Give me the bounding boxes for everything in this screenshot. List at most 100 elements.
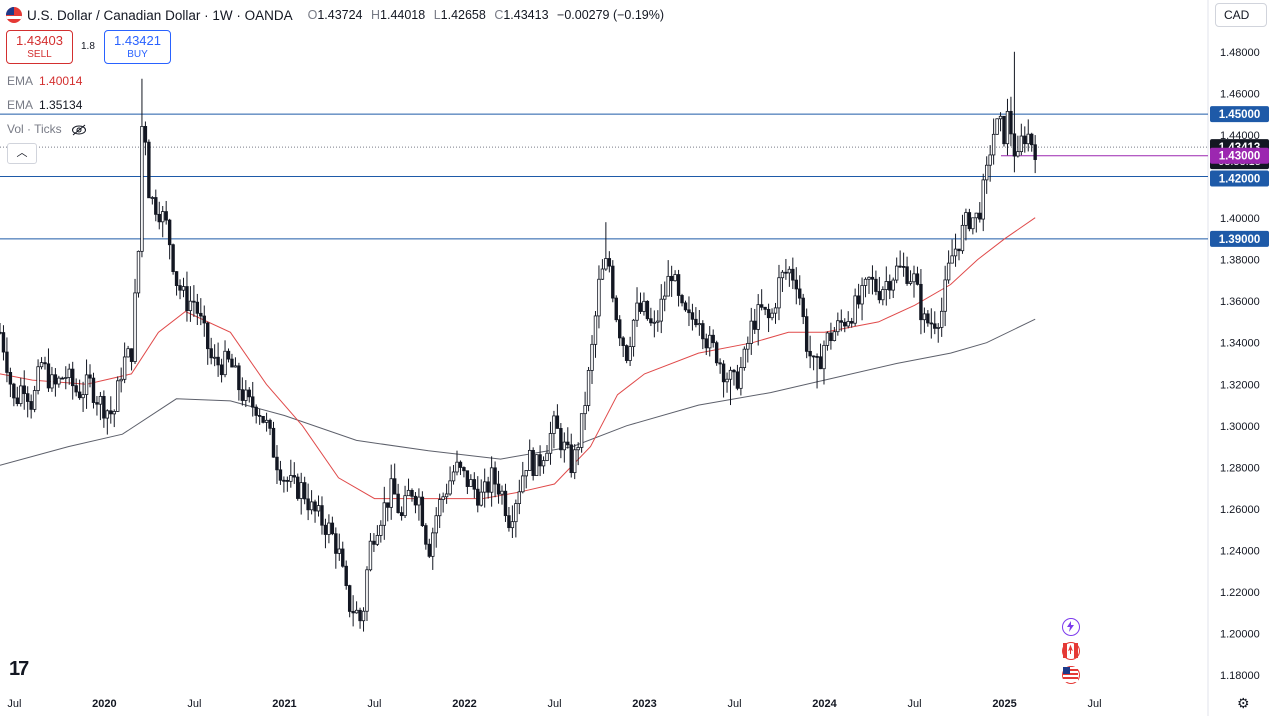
close-value: 1.43413 [503, 8, 549, 22]
candle-body [860, 285, 864, 305]
candle-body [905, 266, 909, 284]
candle-body [379, 524, 383, 536]
candle-body [140, 126, 144, 252]
candle-body [465, 470, 470, 487]
candle-body [801, 297, 805, 318]
candle-body [985, 164, 989, 181]
us-flag-icon[interactable] [1062, 666, 1080, 684]
candle-body [566, 441, 570, 446]
candle-body [714, 342, 719, 364]
y-tick-label: 1.22000 [1220, 587, 1260, 599]
candle-body [756, 304, 760, 330]
sell-button[interactable]: 1.43403 SELL [6, 30, 73, 64]
candle-body [29, 401, 33, 410]
candle-body [825, 332, 830, 346]
candle-body [448, 480, 452, 495]
candle-body [129, 348, 134, 362]
candle-body [586, 370, 591, 406]
candle-body [784, 271, 788, 274]
candle-body [804, 316, 809, 352]
hidden-eye-icon[interactable] [71, 124, 87, 136]
candle-body [264, 419, 269, 423]
candle-body [22, 385, 26, 395]
candle-body [216, 356, 220, 366]
candle-body [933, 323, 937, 329]
candle-body [71, 368, 75, 387]
candle-body [181, 286, 186, 291]
candle-body [964, 212, 968, 226]
y-tick-label: 1.46000 [1220, 88, 1260, 100]
candle-body [739, 367, 743, 389]
ema-legend-1[interactable]: EMA 1.40014 [7, 74, 82, 88]
candle-body [368, 540, 373, 571]
candle-body [687, 309, 691, 314]
hline-price-tag: 1.42000 [1219, 173, 1261, 185]
volume-legend[interactable]: Vol · Ticks [7, 122, 87, 136]
candle-body [766, 308, 771, 319]
candle-body [240, 389, 245, 401]
currency-button[interactable]: CAD [1215, 3, 1267, 27]
x-tick-label: Jul [187, 698, 201, 710]
candle-body [787, 268, 792, 274]
candle-body [1023, 135, 1027, 145]
candle-body [257, 415, 262, 417]
candle-body [891, 279, 895, 291]
symbol-title[interactable]: U.S. Dollar / Canadian Dollar · 1W · OAN… [27, 7, 293, 23]
candle-body [299, 482, 303, 499]
candle-body [659, 298, 663, 322]
candle-body [694, 318, 698, 326]
candle-body [874, 278, 878, 292]
candle-body [777, 277, 781, 309]
candle-body [562, 441, 567, 451]
candle-body [302, 482, 307, 500]
candle-body [624, 345, 629, 361]
candle-body [732, 369, 736, 373]
candle-body [174, 271, 179, 286]
candle-body [708, 334, 712, 349]
candle-body [988, 154, 992, 166]
hline-price-tag: 1.45000 [1219, 109, 1261, 121]
settings-gear-icon[interactable]: ⚙ [1237, 695, 1250, 711]
tradingview-logo: 17 [9, 658, 29, 680]
candle-body [552, 415, 556, 434]
candle-body [642, 300, 646, 312]
candle-body [822, 344, 826, 370]
change-value: −0.00279 (−0.19%) [557, 8, 665, 22]
collapse-legend-button[interactable]: ︿ [7, 143, 37, 164]
x-tick-label: Jul [367, 698, 381, 710]
close-key: C [494, 8, 504, 22]
y-tick-label: 1.48000 [1220, 47, 1260, 59]
candle-body [67, 368, 71, 378]
candle-body [292, 475, 296, 478]
y-tick-label: 1.32000 [1220, 379, 1260, 391]
ohlc-readout: O1.43724 H1.44018 L1.42658 C1.43413 −0.0… [303, 8, 664, 22]
candle-body [1002, 115, 1006, 145]
candle-body [50, 374, 54, 389]
candle-body [344, 565, 348, 587]
ema2-value: 1.35134 [39, 98, 83, 112]
buy-button[interactable]: 1.43421 BUY [104, 30, 171, 64]
candle-body [939, 310, 944, 328]
candle-body [143, 126, 148, 143]
candle-body [673, 274, 677, 282]
candle-body [1, 332, 6, 353]
candle-body [237, 365, 241, 391]
candle-body [472, 479, 477, 490]
lightning-icon[interactable] [1062, 618, 1080, 636]
candle-body [15, 397, 20, 405]
candle-body [330, 522, 335, 535]
candle-body [510, 521, 515, 529]
low-value: 1.42658 [440, 8, 486, 22]
candle-body [611, 265, 615, 299]
candle-body [773, 307, 778, 314]
canada-flag-icon[interactable] [1062, 642, 1080, 660]
candle-body [1030, 133, 1034, 146]
candle-body [496, 483, 501, 495]
candle-body [791, 268, 795, 281]
ema-legend-2[interactable]: EMA 1.35134 [7, 98, 82, 112]
candle-body [427, 543, 432, 557]
candle-body [233, 365, 238, 368]
candle-body [839, 320, 843, 323]
y-tick-label: 1.36000 [1220, 296, 1260, 308]
